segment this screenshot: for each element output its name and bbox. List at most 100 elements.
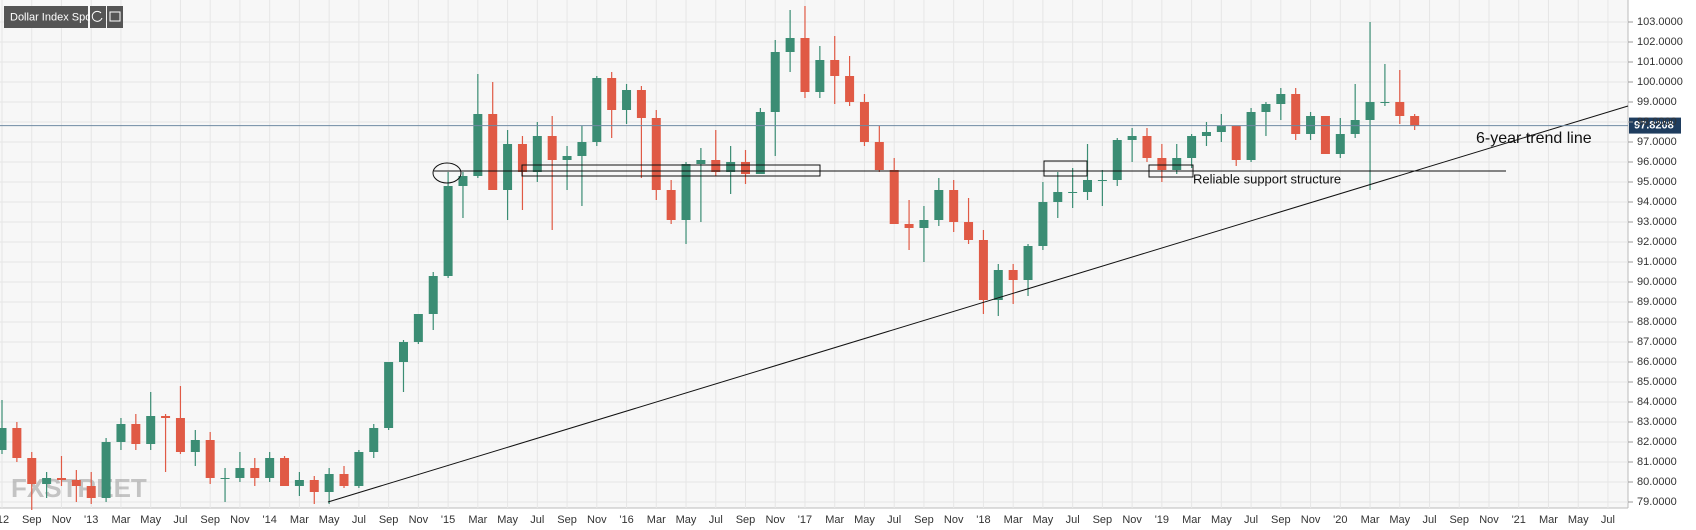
candle-body (993, 270, 1003, 300)
candle-body (845, 76, 855, 102)
x-tick-label: May (319, 514, 340, 526)
last-price-label: 97.8208 (1634, 119, 1674, 131)
y-tick-label: 93.0000 (1637, 216, 1677, 228)
x-tick-label: Sep (557, 514, 577, 526)
candle-body (398, 342, 408, 362)
x-tick-label: Mar (1539, 514, 1558, 526)
candle-body (116, 424, 126, 442)
candle-body (562, 156, 572, 160)
candle-body (607, 78, 617, 110)
x-tick-label: Jul (1601, 514, 1615, 526)
settings-button[interactable] (107, 6, 123, 28)
candle-body (428, 276, 438, 314)
candle-body (443, 186, 453, 276)
candle-body (696, 160, 706, 164)
candle-body (1380, 102, 1390, 103)
x-tick-label: Mar (1361, 514, 1380, 526)
support-box (521, 164, 821, 177)
candle-body (1216, 126, 1226, 132)
candle-body (42, 478, 52, 484)
x-tick-label: Nov (1122, 514, 1142, 526)
y-tick-label: 101.0000 (1637, 56, 1683, 68)
candle-body (235, 468, 245, 478)
x-tick-label: Mar (1182, 514, 1201, 526)
candle-body (503, 144, 513, 190)
candle-body (339, 474, 349, 486)
x-tick-label: Sep (736, 514, 756, 526)
candle-body (785, 38, 795, 52)
y-tick-label: 92.0000 (1637, 236, 1677, 248)
candle-body (1320, 116, 1330, 154)
candle-body (1127, 136, 1137, 140)
candle-body (651, 118, 661, 190)
x-tick-label: Mar (1004, 514, 1023, 526)
candle-body (265, 458, 275, 478)
y-tick-label: 88.0000 (1637, 316, 1677, 328)
grid (0, 0, 1628, 508)
y-tick-label: 87.0000 (1637, 336, 1677, 348)
candle-body (1097, 180, 1107, 181)
candle-body (1068, 192, 1078, 193)
candle-body (488, 114, 498, 190)
x-tick-label: Nov (230, 514, 250, 526)
candle-body (280, 458, 290, 486)
candle-body (830, 60, 840, 76)
candle-body (473, 114, 483, 176)
candle-body (384, 362, 394, 428)
x-tick-label: Nov (765, 514, 785, 526)
drawings (327, 105, 1629, 503)
candle-body (1261, 104, 1271, 112)
y-tick-label: 99.0000 (1637, 96, 1677, 108)
candle-body (1053, 192, 1063, 202)
refresh-button[interactable] (90, 6, 106, 28)
x-tick-label: May (1033, 514, 1054, 526)
x-tick-label: Sep (1271, 514, 1291, 526)
candle-body (904, 224, 914, 228)
y-tick-label: 80.0000 (1637, 476, 1677, 488)
annotation: 6-year trend line (1476, 130, 1592, 147)
candle-body (517, 144, 527, 172)
title-box (4, 6, 88, 28)
x-tick-label: Sep (914, 514, 934, 526)
candle-body (146, 416, 156, 444)
candle-body (934, 190, 944, 220)
x-tick-label: Jul (1066, 514, 1080, 526)
y-tick-label: 91.0000 (1637, 256, 1677, 268)
candle-body (741, 162, 750, 174)
x-tick-label: May (497, 514, 518, 526)
candle-body (1231, 126, 1241, 160)
candle-body (1083, 180, 1093, 192)
y-tick-label: 90.0000 (1637, 276, 1677, 288)
x-tick-label: Jul (173, 514, 187, 526)
settings-icon (109, 11, 121, 22)
candle-body (71, 480, 81, 486)
y-tick-label: 102.0000 (1637, 36, 1683, 48)
x-tick-label: Nov (409, 514, 429, 526)
candle-body (1306, 116, 1316, 134)
plot-background (0, 0, 1628, 508)
x-tick-label: '16 (619, 514, 633, 526)
candle-body (711, 160, 721, 172)
candle-body (889, 170, 899, 224)
support-box (1043, 160, 1088, 177)
x-tick-label: Sep (22, 514, 42, 526)
y-tick-label: 82.0000 (1637, 436, 1677, 448)
candle-body (666, 190, 676, 220)
price-marker: 97.8208 (0, 117, 1681, 134)
candle-body (815, 60, 825, 92)
candle-body (86, 486, 96, 498)
y-tick-label: 86.0000 (1637, 356, 1677, 368)
candle-body (369, 428, 379, 452)
candle-body (250, 468, 260, 478)
candle-body (12, 428, 22, 458)
x-tick-label: May (676, 514, 697, 526)
x-tick-label: Sep (200, 514, 220, 526)
candle-body (1335, 134, 1345, 154)
candle-body (1157, 158, 1167, 170)
candle-body (161, 416, 171, 418)
candle-body (1187, 136, 1197, 158)
candle-body (458, 176, 468, 186)
y-tick-label: 84.0000 (1637, 396, 1677, 408)
x-tick-label: May (140, 514, 161, 526)
